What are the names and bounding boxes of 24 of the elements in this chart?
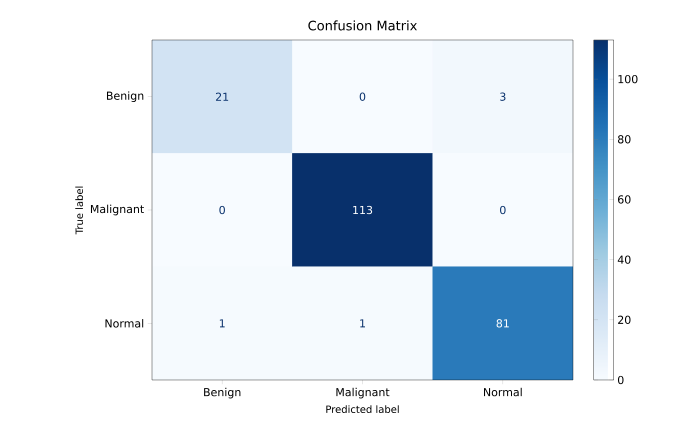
color-bar-label: 40: [618, 255, 631, 264]
x-tick-label: Normal: [484, 388, 522, 396]
data-label: 81: [496, 319, 509, 328]
y-tick-label: Benign: [106, 91, 144, 102]
data-label: 21: [216, 92, 228, 101]
x-tick-label: Benign: [204, 388, 240, 398]
y-tick-label: Normal: [105, 319, 144, 328]
color-bar-label: 80: [618, 135, 631, 144]
color-bar-label: 20: [618, 316, 631, 324]
x-axis-title: Predicted label: [326, 405, 399, 414]
data-label: 3: [500, 92, 506, 101]
data-label: 0: [360, 92, 366, 101]
color-bar-label: 100: [618, 74, 638, 84]
x-tick-label: Malignant: [336, 388, 390, 398]
data-label: 1: [360, 319, 365, 328]
y-axis-title: True label: [75, 186, 84, 234]
data-label: 113: [353, 206, 372, 214]
data-label: 1: [220, 319, 225, 328]
color-bar-label: 60: [618, 195, 631, 204]
color-bar-label: 0: [618, 376, 624, 384]
data-label: 0: [219, 206, 225, 214]
chart-title: Confusion Matrix: [308, 20, 417, 30]
y-tick-label: Malignant: [90, 204, 144, 216]
data-label: 0: [500, 206, 506, 214]
